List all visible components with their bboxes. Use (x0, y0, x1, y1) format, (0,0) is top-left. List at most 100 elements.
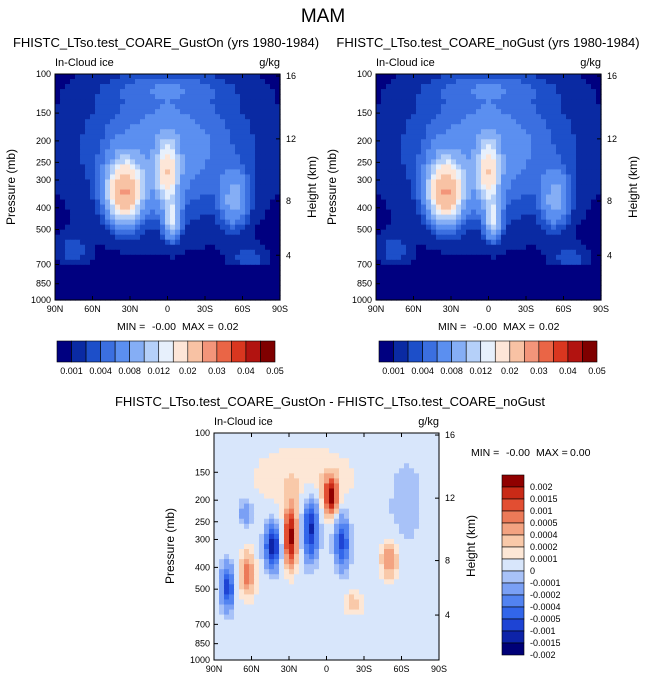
contour-cell (75, 214, 81, 221)
contour-cell (501, 219, 507, 226)
contour-cell (436, 224, 442, 231)
contour-cell (436, 254, 442, 261)
contour-cell (404, 478, 410, 485)
contour-cell (521, 204, 527, 211)
contour-cell (195, 274, 201, 281)
contour-cell (396, 264, 402, 271)
contour-cell (190, 174, 196, 181)
contour-cell (145, 79, 151, 85)
contour-cell (531, 274, 537, 281)
contour-cell (190, 284, 196, 291)
contour-cell (239, 443, 245, 449)
contour-cell (441, 274, 447, 281)
contour-cell (95, 164, 101, 171)
contour-cell (516, 269, 522, 276)
contour-cell (100, 289, 106, 296)
contour-cell (275, 139, 281, 145)
contour-cell (219, 493, 225, 500)
contour-cell (160, 94, 166, 100)
contour-cell (95, 74, 101, 80)
x-tick-label: 30S (518, 304, 534, 314)
contour-cell (521, 104, 527, 110)
contour-cell (279, 498, 285, 505)
contour-cell (110, 119, 116, 125)
contour-cell (210, 284, 216, 291)
contour-cell (536, 179, 542, 186)
contour-cell (481, 179, 487, 186)
panel2-y2label: Height (km) (626, 156, 640, 218)
contour-cell (394, 443, 400, 449)
contour-cell (501, 84, 507, 90)
contour-cell (421, 169, 427, 176)
contour-cell (511, 249, 517, 256)
contour-cell (205, 204, 211, 211)
contour-cell (406, 269, 412, 276)
contour-cell (90, 99, 96, 105)
contour-cell (224, 508, 230, 515)
contour-cell (250, 94, 256, 100)
contour-cell (195, 124, 201, 130)
contour-cell (250, 79, 256, 85)
contour-cell (436, 274, 442, 281)
contour-cell (215, 169, 221, 176)
contour-cell (374, 453, 380, 459)
contour-cell (381, 204, 387, 211)
contour-cell (170, 264, 176, 271)
contour-cell (486, 179, 492, 186)
contour-cell (441, 249, 447, 256)
contour-cell (456, 99, 462, 105)
x-tick-label: 60N (405, 304, 422, 314)
contour-cell (185, 114, 191, 120)
contour-cell (125, 289, 131, 296)
contour-cell (394, 508, 400, 515)
contour-cell (431, 239, 437, 246)
contour-cell (571, 214, 577, 221)
contour-cell (220, 249, 226, 256)
contour-cell (586, 164, 592, 171)
contour-cell (511, 79, 517, 85)
contour-cell (160, 149, 166, 155)
contour-cell (386, 79, 392, 85)
contour-cell (596, 114, 602, 120)
contour-cell (556, 119, 562, 125)
contour-cell (576, 134, 582, 140)
contour-cell (344, 433, 350, 439)
contour-cell (240, 119, 246, 125)
contour-cell (421, 234, 427, 241)
contour-cell (596, 139, 602, 145)
contour-cell (214, 453, 220, 459)
contour-cell (391, 234, 397, 241)
contour-cell (190, 279, 196, 286)
contour-cell (364, 483, 370, 490)
y-tick-label: 500 (357, 224, 372, 234)
contour-cell (155, 109, 161, 115)
contour-cell (60, 179, 66, 186)
contour-cell (205, 189, 211, 196)
contour-cell (419, 498, 425, 505)
contour-cell (546, 79, 552, 85)
contour-cell (95, 79, 101, 85)
contour-cell (466, 109, 472, 115)
contour-cell (541, 279, 547, 286)
contour-cell (100, 74, 106, 80)
contour-cell (155, 94, 161, 100)
contour-cell (135, 199, 141, 206)
contour-cell (105, 254, 111, 261)
contour-cell (100, 229, 106, 236)
contour-cell (374, 438, 380, 444)
contour-cell (85, 129, 91, 135)
contour-cell (220, 189, 226, 196)
contour-cell (195, 189, 201, 196)
contour-cell (496, 189, 502, 196)
contour-cell (551, 149, 557, 155)
contour-cell (441, 109, 447, 115)
contour-cell (110, 84, 116, 90)
contour-cell (466, 169, 472, 176)
contour-cell (416, 234, 422, 241)
contour-cell (571, 74, 577, 80)
contour-cell (466, 129, 472, 135)
contour-cell (185, 104, 191, 110)
contour-cell (239, 513, 245, 520)
contour-cell (150, 259, 156, 266)
contour-cell (491, 119, 497, 125)
